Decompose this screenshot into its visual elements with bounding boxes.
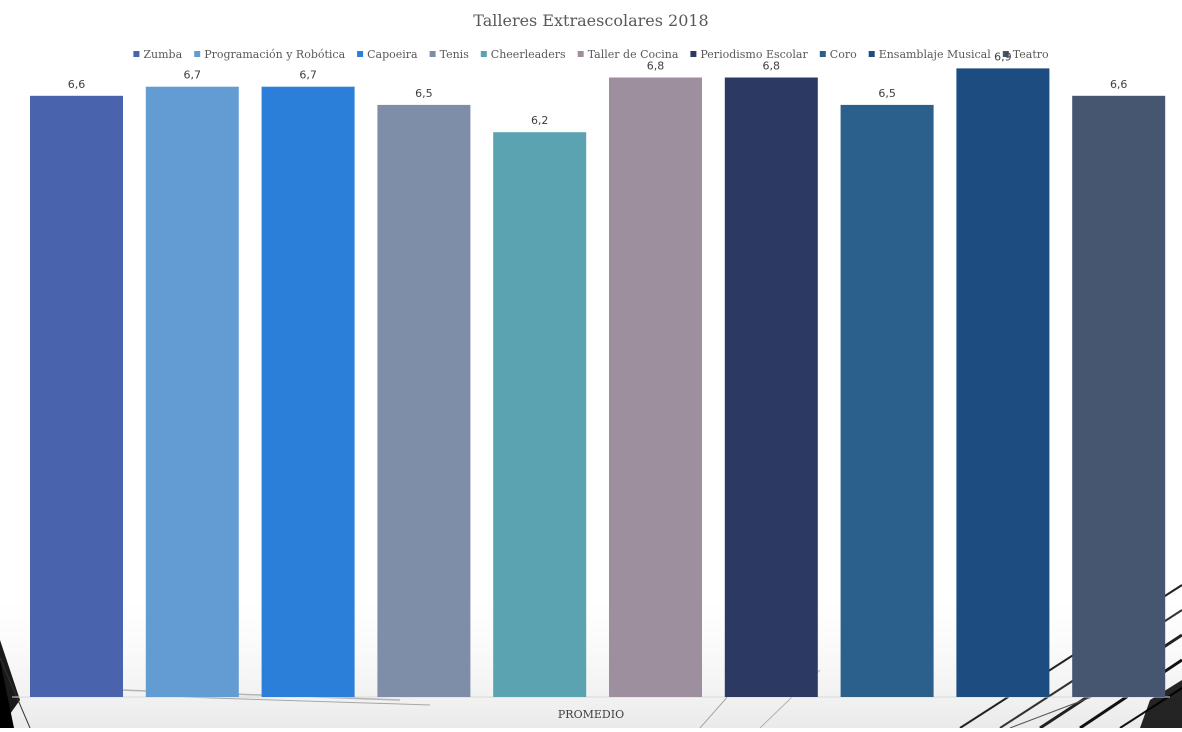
legend-label: Periodismo Escolar xyxy=(700,48,808,61)
legend-swatch xyxy=(578,51,584,57)
legend-label: Zumba xyxy=(143,48,182,61)
bar-taller-de-cocina[interactable] xyxy=(609,78,702,698)
bar-teatro[interactable] xyxy=(1072,96,1165,697)
value-label-teatro: 6,6 xyxy=(1110,78,1128,91)
value-label-tenis: 6,5 xyxy=(415,87,433,100)
legend-label: Tenis xyxy=(440,48,470,61)
bar-programacion-y-robotica[interactable] xyxy=(146,87,239,697)
legend-swatch xyxy=(133,51,139,57)
value-label-programacion-y-robotica: 6,7 xyxy=(184,69,202,82)
legend-swatch xyxy=(430,51,436,57)
bar-tenis[interactable] xyxy=(377,105,470,697)
value-label-zumba: 6,6 xyxy=(68,78,86,91)
legend-item-coro[interactable]: Coro xyxy=(820,48,857,61)
bar-cheerleaders[interactable] xyxy=(493,132,586,697)
legend-swatch xyxy=(481,51,487,57)
value-label-periodismo-escolar: 6,8 xyxy=(763,60,781,73)
legend-item-capoeira[interactable]: Capoeira xyxy=(357,48,418,61)
value-label-ensamblaje-musical: 6,9 xyxy=(994,50,1012,63)
legend-label: Programación y Robótica xyxy=(204,48,345,61)
bar-periodismo-escolar[interactable] xyxy=(725,78,818,698)
legend-label: Coro xyxy=(830,48,857,61)
legend-item-periodismo-escolar[interactable]: Periodismo Escolar xyxy=(690,48,808,61)
legend-label: Capoeira xyxy=(367,48,418,61)
bar-capoeira[interactable] xyxy=(262,87,355,697)
value-label-coro: 6,5 xyxy=(878,87,896,100)
legend-label: Taller de Cocina xyxy=(588,48,679,61)
bar-ensamblaje-musical[interactable] xyxy=(956,68,1049,697)
legend-swatch xyxy=(194,51,200,57)
legend-item-cheerleaders[interactable]: Cheerleaders xyxy=(481,48,566,61)
value-label-capoeira: 6,7 xyxy=(299,69,317,82)
legend-label: Cheerleaders xyxy=(491,48,566,61)
legend-swatch xyxy=(820,51,826,57)
legend-swatch xyxy=(357,51,363,57)
legend-item-zumba[interactable]: Zumba xyxy=(133,48,182,61)
value-label-taller-de-cocina: 6,8 xyxy=(647,60,665,73)
legend-item-programacion-y-robotica[interactable]: Programación y Robótica xyxy=(194,48,345,61)
legend-swatch xyxy=(690,51,696,57)
legend-item-ensamblaje-musical[interactable]: Ensamblaje Musical xyxy=(869,48,992,61)
bar-coro[interactable] xyxy=(841,105,934,697)
chart-title: Talleres Extraescolares 2018 xyxy=(473,11,708,30)
x-axis-category-label: PROMEDIO xyxy=(558,708,624,721)
legend-label: Teatro xyxy=(1013,48,1049,61)
legend-label: Ensamblaje Musical xyxy=(879,48,992,61)
chart-legend: Zumba Programación y Robótica Capoeira Teni… xyxy=(133,48,1049,61)
legend-swatch xyxy=(869,51,875,57)
bar-zumba[interactable] xyxy=(30,96,123,697)
legend-item-tenis[interactable]: Tenis xyxy=(430,48,470,61)
value-label-cheerleaders: 6,2 xyxy=(531,114,549,127)
